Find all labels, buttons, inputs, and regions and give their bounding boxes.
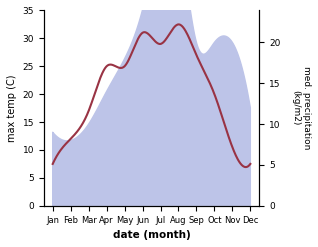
X-axis label: date (month): date (month) <box>113 230 190 240</box>
Y-axis label: max temp (C): max temp (C) <box>7 74 17 142</box>
Y-axis label: med. precipitation
(kg/m2): med. precipitation (kg/m2) <box>292 66 311 150</box>
